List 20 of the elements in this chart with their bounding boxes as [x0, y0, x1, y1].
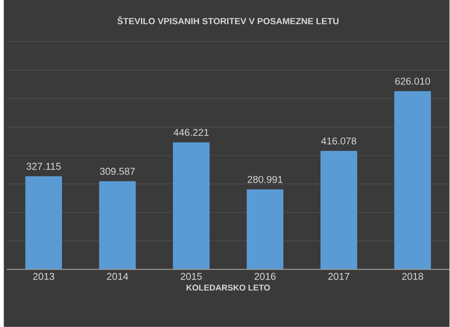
data-label: 626.010 — [395, 78, 430, 85]
chart-title: ŠTEVILO VPISANIH STORITEV V POSAMEZNE LETU — [117, 16, 339, 24]
x-tick-label: 2016 — [254, 272, 276, 280]
bar — [99, 181, 136, 270]
data-label: 416.078 — [321, 138, 356, 145]
x-axis-title: KOLEDARSKO LETO — [186, 284, 270, 291]
bar — [25, 176, 62, 270]
bar — [246, 189, 284, 270]
data-label: 309.587 — [100, 168, 135, 175]
data-label: 327.115 — [26, 162, 61, 170]
x-tick-label: 2013 — [33, 272, 54, 280]
data-label: 280.991 — [248, 176, 282, 183]
bar — [394, 91, 431, 270]
x-tick-label: 2015 — [180, 272, 202, 280]
x-tick-label: 2017 — [328, 272, 350, 280]
x-tick-label: 2014 — [106, 272, 128, 280]
bar — [320, 150, 358, 270]
bar — [172, 142, 210, 270]
data-label: 446.221 — [174, 128, 209, 136]
x-tick-label: 2018 — [402, 272, 424, 280]
